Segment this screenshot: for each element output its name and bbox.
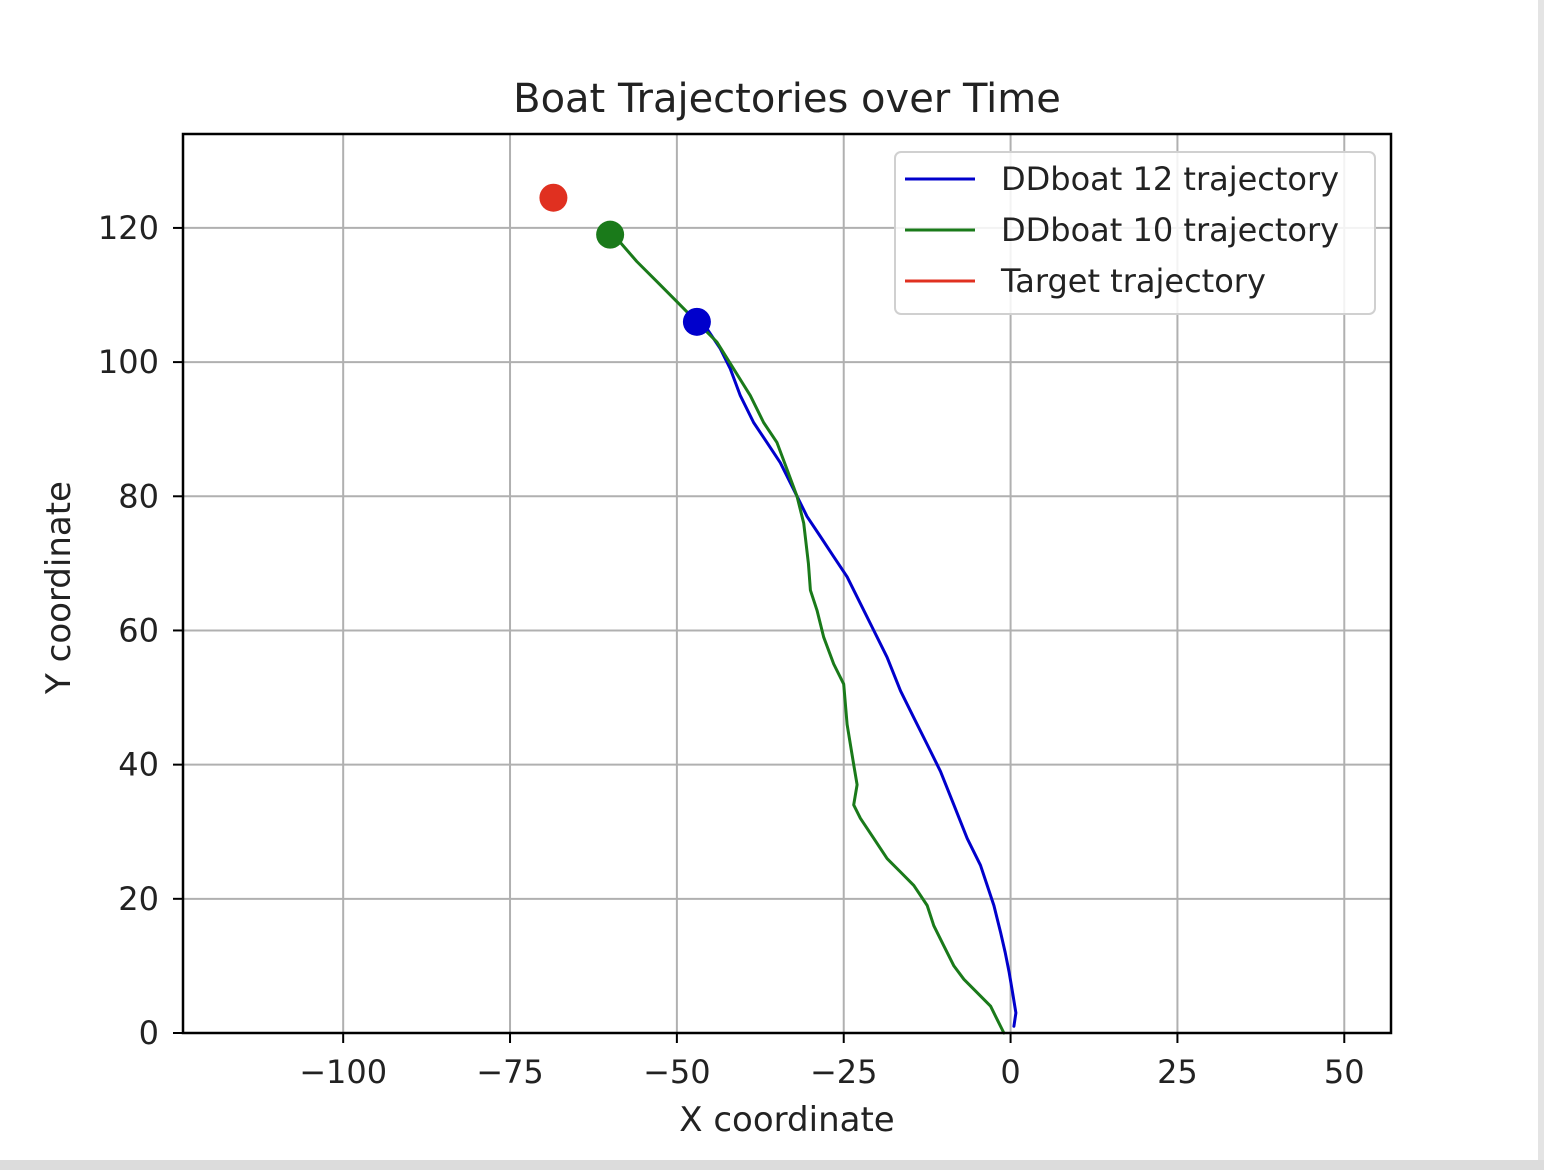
x-tick-label: 0: [1000, 1053, 1020, 1091]
window-edge: [1538, 0, 1544, 1160]
x-tick-label: −100: [299, 1053, 387, 1091]
x-tick-label: −50: [643, 1053, 711, 1091]
x-tick-label: 25: [1157, 1053, 1198, 1091]
legend: DDboat 12 trajectory DDboat 10 trajectory…: [894, 151, 1376, 315]
legend-label-ddboat-12-trajectory: DDboat 12 trajectory: [1001, 160, 1339, 198]
position-marker-ddboat-12-trajectory: [682, 307, 711, 336]
x-axis-label: X coordinate: [679, 1100, 894, 1140]
x-tick-label: 50: [1324, 1053, 1365, 1091]
marker-layer: [539, 183, 711, 336]
series-line-ddboat-10: [612, 233, 1006, 1035]
y-tick-label: 120: [98, 209, 159, 247]
legend-label-target-trajectory: Target trajectory: [1000, 262, 1266, 300]
window-bottom-edge: [0, 1160, 1544, 1170]
plot-frame: [181, 132, 1393, 1035]
legend-label-ddboat-10-trajectory: DDboat 10 trajectory: [1001, 211, 1339, 249]
y-tick-label: 0: [139, 1014, 159, 1052]
legend-box: [894, 151, 1376, 315]
y-tick-label: 60: [118, 611, 159, 649]
position-marker-target-trajectory: [539, 183, 568, 212]
series-line-ddboat-12: [695, 320, 1018, 1028]
x-tick-label: −75: [476, 1053, 544, 1091]
chart-title: Boat Trajectories over Time: [513, 76, 1061, 122]
y-tick-label: 20: [118, 880, 159, 918]
y-tick-label: 80: [118, 477, 159, 515]
y-tick-label: 40: [118, 746, 159, 784]
y-tick-label: 100: [98, 343, 159, 381]
tick-layer: −100 −75 −50 −25 0 25 50 0 20 40 60 80 100 120: [98, 209, 1365, 1091]
position-marker-ddboat-10-trajectory: [596, 220, 625, 249]
series-layer: [612, 233, 1018, 1035]
x-tick-label: −25: [810, 1053, 878, 1091]
y-axis-label: Y coordinate: [39, 481, 79, 695]
